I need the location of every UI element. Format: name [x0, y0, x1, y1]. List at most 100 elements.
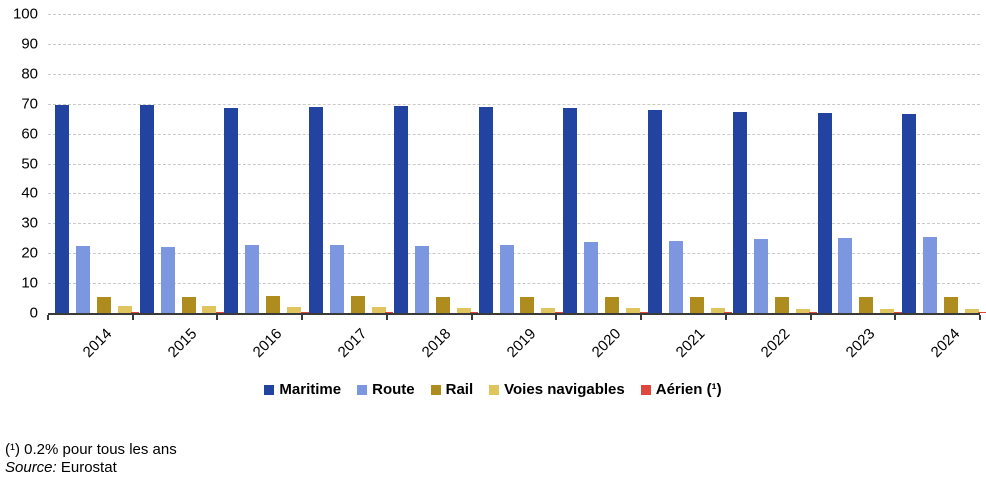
bar-maritime-2021	[648, 110, 663, 313]
x-axis-label-2024: 2024	[927, 325, 963, 361]
legend-item-maritime: Maritime	[264, 381, 341, 398]
x-axis-tick	[470, 315, 473, 320]
legend-item-rail: Rail	[430, 381, 474, 398]
bar-route-2018	[414, 245, 429, 313]
bar-aérien-2023	[893, 312, 902, 313]
y-axis-label-40: 40	[21, 184, 38, 202]
bar-maritime-2019	[478, 106, 493, 313]
legend-label: Voies navigables	[504, 381, 625, 398]
bar-aérien-2021	[724, 312, 733, 313]
gridline-30	[48, 223, 980, 225]
bar-maritime-2018	[393, 106, 408, 313]
bar-maritime-2020	[563, 107, 578, 313]
bar-aérien-2016	[300, 312, 309, 313]
bar-rail-2019	[520, 296, 535, 313]
footnotes: (¹) 0.2% pour tous les ans Source: Euros…	[5, 441, 177, 477]
bar-aérien-2015	[215, 312, 224, 313]
x-axis-label-2018: 2018	[418, 325, 455, 361]
x-axis-tick	[301, 315, 304, 320]
legend-label: Aérien (¹)	[655, 381, 722, 398]
bar-voies-navigables-2023	[880, 308, 895, 313]
legend-label: Rail	[445, 381, 474, 398]
x-axis-label-2023: 2023	[842, 325, 879, 361]
bar-maritime-2024	[902, 113, 917, 313]
legend-item-route: Route	[357, 381, 415, 398]
gridline-40	[48, 193, 980, 195]
gridline-90	[48, 43, 980, 45]
footnote-note: (¹) 0.2% pour tous les ans	[5, 441, 177, 458]
gridline-100	[48, 14, 980, 15]
bar-aérien-2018	[470, 312, 479, 313]
legend-swatch-icon	[264, 384, 275, 395]
x-axis	[48, 313, 980, 315]
bar-route-2021	[668, 240, 683, 313]
bar-rail-2017	[350, 295, 365, 313]
bar-aérien-2017	[385, 312, 394, 313]
bar-voies-navigables-2014	[117, 306, 132, 313]
legend-label: Maritime	[279, 381, 342, 398]
y-axis-label-50: 50	[21, 155, 38, 172]
y-axis-label-30: 30	[21, 214, 38, 232]
x-axis-label-2015: 2015	[164, 325, 201, 361]
bar-rail-2018	[435, 296, 450, 313]
bar-rail-2022	[774, 296, 789, 313]
bar-route-2015	[160, 246, 175, 313]
bar-rail-2014	[96, 296, 111, 313]
bar-rail-2020	[605, 297, 620, 313]
y-axis-label-0: 0	[29, 304, 38, 322]
bar-voies-navigables-2022	[795, 308, 810, 313]
bar-voies-navigables-2021	[710, 307, 725, 313]
bar-aérien-2020	[639, 312, 648, 313]
bar-aérien-2019	[554, 312, 563, 313]
bar-route-2017	[330, 244, 345, 313]
x-axis-label-2016: 2016	[249, 325, 286, 361]
bar-maritime-2014	[55, 105, 69, 313]
legend-swatch-icon	[640, 384, 651, 395]
x-axis-tick	[555, 315, 558, 320]
bar-maritime-2015	[139, 105, 154, 313]
bar-route-2020	[584, 242, 599, 313]
x-axis-tick	[640, 315, 643, 320]
x-axis-tick	[385, 315, 388, 320]
legend-swatch-icon	[489, 384, 500, 395]
legend-item-voies-navigables: Voies navigables	[489, 381, 625, 398]
bar-maritime-2023	[817, 112, 832, 313]
gridline-60	[48, 133, 980, 135]
y-axis-label-10: 10	[21, 274, 38, 292]
x-axis-tick	[809, 315, 812, 320]
footnote-source: Source: Eurostat	[5, 459, 177, 477]
legend: Maritime Route Rail Voies navigables Aérien …	[0, 381, 986, 398]
bar-route-2024	[923, 236, 938, 313]
bar-aérien-2022	[809, 312, 818, 313]
x-axis-label-2014: 2014	[80, 325, 116, 361]
bar-route-2023	[838, 238, 853, 313]
bar-maritime-2022	[732, 111, 747, 313]
bar-rail-2016	[266, 295, 281, 313]
x-axis-label-2020: 2020	[588, 325, 625, 361]
x-axis-tick	[894, 315, 897, 320]
bar-aérien-2024	[978, 312, 986, 313]
x-axis-tick	[131, 315, 134, 320]
x-axis-tick	[47, 315, 49, 320]
gridline-10	[48, 283, 980, 285]
bar-rail-2015	[181, 296, 196, 313]
bar-route-2022	[753, 239, 768, 313]
y-axis-label-90: 90	[21, 35, 38, 53]
bar-voies-navigables-2017	[371, 307, 386, 313]
bar-voies-navigables-2018	[456, 308, 471, 313]
gridline-70	[48, 103, 980, 105]
source-value: Eurostat	[60, 459, 117, 476]
bar-voies-navigables-2015	[202, 306, 217, 313]
x-axis-label-2019: 2019	[503, 325, 540, 361]
bar-maritime-2016	[224, 108, 239, 313]
x-axis-label-2022: 2022	[757, 325, 794, 361]
x-axis-tick	[724, 315, 727, 320]
legend-item-aérien: Aérien (¹)	[640, 381, 722, 398]
source-label: Source:	[5, 459, 57, 476]
legend-swatch-icon	[430, 384, 441, 395]
x-axis-label-2021: 2021	[673, 325, 709, 361]
gridline-50	[48, 163, 980, 165]
bar-route-2016	[245, 244, 260, 313]
bar-voies-navigables-2019	[541, 307, 556, 313]
bar-route-2019	[499, 244, 514, 313]
